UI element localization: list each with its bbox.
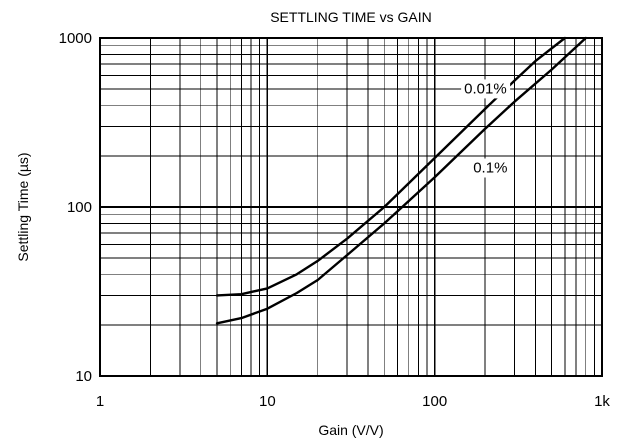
series-lines	[215, 36, 587, 325]
series-label-background	[470, 158, 511, 178]
x-axis-title: Gain (V/V)	[318, 422, 383, 438]
series-labels: 0.01% 0.1%	[461, 79, 511, 178]
y-tick-label: 10	[75, 368, 92, 385]
series-label: 0.1%	[473, 160, 507, 177]
plot-frame	[99, 37, 603, 377]
y-tick-label: 100	[67, 199, 92, 216]
series-line-tenth-percent	[215, 36, 587, 325]
series-line-hundredth-percent	[215, 36, 567, 297]
x-tick-label: 1	[96, 393, 104, 410]
chart-title: SETTLING TIME vs GAIN	[270, 9, 432, 25]
x-tick-label: 100	[422, 393, 447, 410]
y-tick-label: 1000	[59, 30, 92, 47]
series-label: 0.01%	[464, 80, 507, 97]
grid	[99, 38, 602, 377]
series-label-background	[461, 79, 511, 99]
x-tick-label: 10	[259, 393, 276, 410]
y-axis-title: Settling Time (µs)	[15, 152, 31, 261]
x-tick-label: 1k	[594, 393, 610, 410]
